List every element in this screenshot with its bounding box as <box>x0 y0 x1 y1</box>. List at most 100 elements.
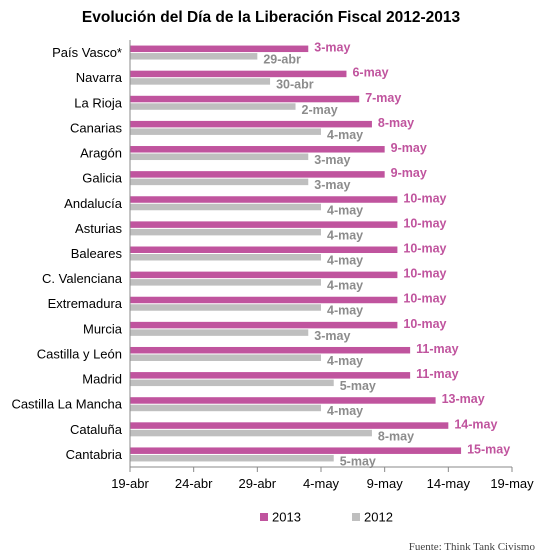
bar-2012 <box>130 454 334 462</box>
data-label-2012: 30-abr <box>276 78 314 92</box>
x-ticks-group: 19-abr 24-abr 29-abr 4-may 9-may 14-may 19-may <box>111 467 534 491</box>
data-label-2013: 14-may <box>454 417 497 431</box>
category-label: La Rioja <box>74 95 122 110</box>
bar-2012 <box>130 404 321 412</box>
data-label-2012: 4-may <box>327 354 363 368</box>
data-label-2013: 10-may <box>403 317 446 331</box>
bar-2012 <box>130 429 372 437</box>
bar-2012 <box>130 354 321 361</box>
source-note: Fuente: Think Tank Civismo <box>409 541 536 553</box>
data-label-2013: 8-may <box>378 116 414 130</box>
legend: 2013 2012 <box>260 510 393 525</box>
bar-2013 <box>130 447 462 454</box>
legend-label-2013: 2013 <box>272 510 301 525</box>
data-label-2013: 9-may <box>391 141 427 155</box>
data-label-2013: 10-may <box>403 191 446 205</box>
data-label-2012: 4-may <box>327 228 363 242</box>
data-label-2013: 15-may <box>467 442 510 456</box>
category-label: Cataluña <box>70 422 123 437</box>
legend-swatch-2013 <box>260 513 268 521</box>
category-label: Extremadura <box>48 296 123 311</box>
data-label-2012: 29-abr <box>263 53 301 67</box>
bar-2013 <box>130 146 385 153</box>
data-label-2013: 10-may <box>403 292 446 306</box>
bar-2012 <box>130 228 321 236</box>
category-label: Galicia <box>82 171 123 186</box>
x-tick-label: 4-may <box>303 476 340 491</box>
category-label: C. Valenciana <box>42 271 123 286</box>
x-tick-label: 14-may <box>427 476 471 491</box>
data-label-2013: 10-may <box>403 216 446 230</box>
bar-2012 <box>130 304 321 311</box>
chart-title: Evolución del Día de la Liberación Fisca… <box>82 9 461 26</box>
data-label-2013: 6-may <box>352 66 388 80</box>
x-tick-label: 24-abr <box>175 476 213 491</box>
x-tick-label: 9-may <box>367 476 404 491</box>
data-label-2012: 3-may <box>314 329 350 343</box>
category-label: Baleares <box>71 246 123 261</box>
data-label-2012: 4-may <box>327 128 363 142</box>
bar-2013 <box>130 246 398 253</box>
legend-swatch-2012 <box>352 513 360 521</box>
bar-2012 <box>130 254 321 261</box>
bar-2013 <box>130 397 436 404</box>
category-label: Asturias <box>75 221 122 236</box>
bar-2013 <box>130 120 372 128</box>
bar-2013 <box>130 271 398 279</box>
data-labels-group: 3-may 29-abr 6-may 30-abr 7-may 2-may 8-may 4-m… <box>263 41 510 469</box>
category-label: Castilla La Mancha <box>11 397 122 412</box>
category-label: Navarra <box>76 70 123 85</box>
bar-2013 <box>130 346 411 354</box>
data-label-2012: 2-may <box>302 103 338 117</box>
data-label-2013: 11-may <box>416 342 458 356</box>
data-label-2013: 10-may <box>403 267 446 281</box>
data-label-2013: 7-may <box>365 91 401 105</box>
category-label: País Vasco* <box>52 45 122 60</box>
data-label-2012: 4-may <box>327 254 363 268</box>
data-label-2012: 8-may <box>378 429 414 443</box>
data-label-2013: 10-may <box>403 242 446 256</box>
data-label-2013: 13-may <box>442 392 485 406</box>
data-label-2012: 4-may <box>327 404 363 418</box>
bar-2012 <box>130 203 321 211</box>
data-label-2012: 5-may <box>340 454 376 468</box>
category-labels-group: País Vasco* Navarra La Rioja Canarias Aragón… <box>11 45 122 462</box>
bar-2013 <box>130 296 398 304</box>
data-label-2012: 3-may <box>314 153 350 167</box>
bar-2012 <box>130 279 321 286</box>
data-label-2013: 3-may <box>314 41 350 55</box>
bar-2012 <box>130 329 309 336</box>
data-label-2013: 9-may <box>391 166 427 180</box>
bar-2013 <box>130 321 398 329</box>
bar-2012 <box>130 153 309 161</box>
x-tick-label: 29-abr <box>239 476 277 491</box>
bar-2012 <box>130 178 309 186</box>
bar-2013 <box>130 372 411 379</box>
bar-2012 <box>130 379 334 387</box>
x-tick-label: 19-abr <box>111 476 149 491</box>
category-label: Andalucía <box>64 196 123 211</box>
category-label: Madrid <box>82 372 122 387</box>
data-label-2012: 4-may <box>327 304 363 318</box>
bars-group <box>130 45 462 462</box>
legend-label-2012: 2012 <box>364 510 393 525</box>
bar-2013 <box>130 95 360 103</box>
category-label: Cantabria <box>66 447 123 462</box>
bar-2012 <box>130 78 271 85</box>
bar-2013 <box>130 221 398 228</box>
x-tick-label: 19-may <box>490 476 534 491</box>
category-label: Murcia <box>83 321 123 336</box>
data-label-2012: 5-may <box>340 379 376 393</box>
bar-2013 <box>130 70 347 78</box>
category-label: Castilla y León <box>37 346 122 361</box>
bar-2012 <box>130 53 258 60</box>
bar-2013 <box>130 422 449 429</box>
bar-2013 <box>130 196 398 203</box>
data-label-2013: 11-may <box>416 367 458 381</box>
data-label-2012: 4-may <box>327 279 363 293</box>
bar-2012 <box>130 103 296 110</box>
category-label: Aragón <box>80 146 122 161</box>
bar-2013 <box>130 171 385 178</box>
bar-2013 <box>130 45 309 53</box>
